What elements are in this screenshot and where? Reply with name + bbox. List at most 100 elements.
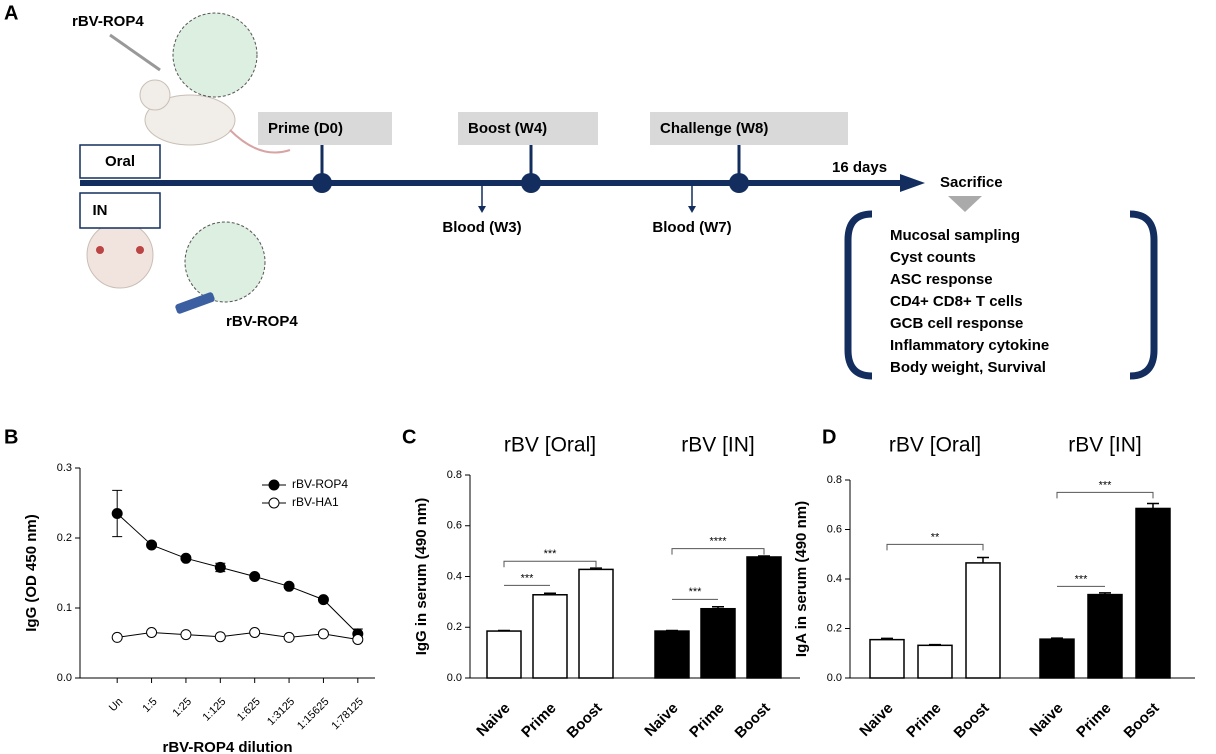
syringe [109,33,161,72]
panel-label: C [402,426,416,448]
y-tick-label: 0.4 [447,570,462,582]
significance-bracket [886,543,984,551]
point [317,628,329,640]
bar [965,562,1001,679]
point [111,631,123,643]
legend-label: rBV-ROP4 [292,477,348,491]
significance-label: *** [521,572,535,584]
route-box [79,192,161,229]
panel-label: D [822,426,836,448]
mouse-body [144,94,236,146]
error-bar [929,643,941,646]
x-tick-label: Prime [1073,700,1115,742]
blood-label: Blood (W3) [442,219,521,236]
series-line [116,513,359,635]
y-tick-label: 0.0 [447,672,462,684]
point [146,627,158,638]
significance-bracket [1056,491,1154,499]
point [249,627,261,638]
x-tick-label: Boost [951,700,993,742]
x-tick-label: 1:5 [140,696,159,715]
readout: CD4+ CD8+ T cells [890,293,1023,310]
blood-arrowhead [478,206,486,213]
x-tick-label: Boost [1121,700,1163,742]
y-tick-label: 0.3 [57,462,72,474]
significance-label: *** [1075,573,1089,585]
virus-bubble [184,221,266,303]
mouse-tail [229,129,291,154]
readout: Inflammatory cytokine [890,337,1049,354]
y-axis-label: IgA in serum (490 nm) [793,501,810,657]
mouse-eye [136,246,144,254]
error-bar [498,629,510,632]
y-tick-label: 0.0 [827,672,842,684]
readout: Mucosal sampling [890,227,1020,244]
x-tick-label: 1:125 [201,696,229,724]
bar [746,556,782,679]
bar [1087,593,1123,679]
x-tick-label: 1:625 [235,696,263,724]
y-tick-label: 0.0 [57,672,72,684]
bar [654,630,690,679]
significance-label: ** [931,531,940,543]
vector-label: rBV-ROP4 [72,13,144,30]
point [249,571,261,582]
x-tick-label: Naive [473,700,513,740]
point [283,580,295,592]
bar [486,630,522,679]
x-tick-label: 1:78125 [329,696,366,733]
readout: GCB cell response [890,315,1023,332]
series-line [117,631,358,640]
point [180,629,192,641]
significance-label: **** [709,535,727,547]
chart: D 0.0 0.2 0.4 0.6 0.8 IgA in serum (490 nm) rBV… [793,426,1195,742]
chart: C 0.0 0.2 0.4 0.6 0.8 IgG in serum (490 nm) rBV… [402,426,800,742]
event-label: Challenge (W8) [660,120,768,137]
point [146,539,158,551]
event-label: Boost (W4) [468,120,547,137]
group-title: rBV [Oral] [504,434,596,457]
error-bar [666,629,678,632]
significance-label: *** [544,548,558,560]
endpoint-label: Sacrifice [940,174,1003,191]
panel-label: B [4,426,18,448]
legend-label: rBV-HA1 [292,495,339,509]
vector-label: rBV-ROP4 [226,313,298,330]
x-tick-label: Boost [564,700,606,742]
mouse-head [86,221,154,289]
pipette [175,292,215,314]
point [214,631,226,643]
chart: B 0.0 0.1 0.2 0.3 IgG (OD 450 nm) Un 1:5 1:25 1:1… [4,426,375,754]
x-tick-label: Prime [903,700,945,742]
mouse-head [139,79,171,111]
significance-label: *** [1099,479,1113,491]
blood-label: Blood (W7) [652,219,731,236]
y-tick-label: 0.4 [827,573,842,585]
group-title: rBV [IN] [1068,434,1142,457]
bracket-right [1129,210,1158,380]
bar [869,638,905,679]
error-bar [758,555,770,557]
bar [700,607,736,679]
timeline-arrowhead [900,174,925,192]
x-tick-label: Un [107,696,125,714]
point [283,631,295,643]
interval-label: 16 days [832,159,887,176]
readout: Cyst counts [890,249,976,266]
y-tick-label: 0.1 [57,602,72,614]
error-bar [1147,502,1159,509]
point [111,508,123,519]
y-tick-label: 0.2 [827,622,842,634]
panel-a: A rBV-ROP4 rBV-ROP4 Oral IN Prime (D0) Bo… [4,2,1158,380]
bar [1135,507,1171,679]
y-tick-label: 0.2 [57,532,72,544]
event-label: Prime (D0) [268,120,343,137]
event-box [458,112,598,145]
bar [917,644,953,679]
error-bar [590,567,602,570]
error-bar [1099,592,1111,595]
x-tick-label: 1:15625 [295,696,332,733]
bracket-left [844,210,873,380]
blood-arrowhead [688,206,696,213]
